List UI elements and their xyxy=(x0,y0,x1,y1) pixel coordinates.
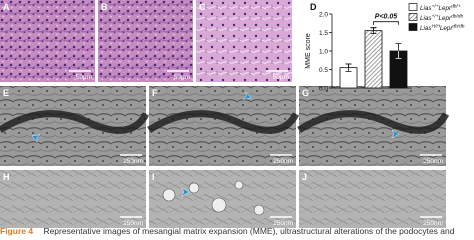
scale-bar-label: 250nm xyxy=(123,158,143,165)
micrograph xyxy=(299,86,446,166)
caption: Figure 4 Representative images of mesang… xyxy=(0,226,455,236)
caption-text: Representative images of mesangial matri… xyxy=(43,226,454,236)
panel-label: J xyxy=(302,172,307,182)
y-tick-label: 2.0 xyxy=(319,11,328,18)
significance-label: P<0.05 xyxy=(375,14,397,21)
membrane xyxy=(297,110,450,134)
legend-superscript: db/+ xyxy=(451,4,461,10)
panel-label: D xyxy=(310,2,317,12)
panel-label: I xyxy=(152,172,155,182)
vesicle xyxy=(188,182,200,194)
scale-bar-label: 50μm xyxy=(76,74,92,81)
scale-bar-label: 50μm xyxy=(174,74,190,81)
y-tick-label: 0.5 xyxy=(319,67,328,74)
legend-swatch xyxy=(408,3,418,11)
micrograph xyxy=(0,86,146,166)
legend-superscript: db/db xyxy=(452,24,464,30)
scale-bar-label: 250nm xyxy=(423,220,443,227)
scale-bar-label: 250nm xyxy=(123,220,143,227)
panel-label: F xyxy=(152,88,158,98)
arrow xyxy=(391,129,400,139)
legend-superscript: +/+ xyxy=(432,14,439,20)
significance-bracket xyxy=(373,21,399,25)
scale-bar-label: 250nm xyxy=(423,158,443,165)
legend-text: Lias xyxy=(420,5,432,12)
membrane xyxy=(0,110,150,134)
error-cap xyxy=(370,27,377,31)
micrograph xyxy=(0,0,95,82)
vesicle xyxy=(211,197,227,213)
micrograph xyxy=(196,0,292,82)
legend-entry: Lias+/+Leprdb/db xyxy=(420,14,463,23)
panel-label: E xyxy=(3,88,9,98)
legend-text: Lias xyxy=(420,15,432,22)
legend-entry: LiasH/HLeprdb/db xyxy=(420,24,465,33)
panels: A 50μm B 50μm C 50μm E 250nm F 250nm G 250nm H 250nm I… xyxy=(0,0,450,228)
panel-label: C xyxy=(199,2,206,12)
legend-text: Lias xyxy=(420,25,432,32)
y-tick-label: 0.0 xyxy=(319,85,328,92)
legend-superscript: +/+ xyxy=(432,4,439,10)
membrane xyxy=(147,110,300,134)
vesicle xyxy=(234,180,244,190)
arrow xyxy=(31,134,41,143)
micrograph xyxy=(299,170,446,228)
bar xyxy=(364,30,383,89)
y-tick-label: 1.0 xyxy=(319,48,328,55)
error-cap xyxy=(345,63,352,68)
panel-label: H xyxy=(3,172,10,182)
scale-bar-label: 50μm xyxy=(273,74,289,81)
scale-bar-label: 250nm xyxy=(273,158,293,165)
arrow xyxy=(181,187,190,197)
vesicle xyxy=(162,188,176,202)
legend-text: Lepr xyxy=(439,15,453,22)
caption-label: Figure 4 xyxy=(0,226,33,236)
legend-superscript: db/db xyxy=(451,14,463,20)
error-cap xyxy=(395,43,402,51)
panel-label: G xyxy=(302,88,309,98)
legend-entry: Lias+/+Leprdb/+ xyxy=(420,4,461,13)
micrograph xyxy=(0,170,146,228)
panel-label: B xyxy=(101,2,108,12)
micrograph xyxy=(149,86,296,166)
legend-text: Lepr xyxy=(440,25,454,32)
legend-superscript: H/H xyxy=(432,24,441,30)
panel-label: A xyxy=(3,2,10,12)
arrow xyxy=(242,91,252,100)
micrograph xyxy=(98,0,193,82)
legend-swatch xyxy=(408,13,418,21)
y-axis-label: MME score xyxy=(305,33,312,69)
legend-swatch xyxy=(408,23,418,31)
scale-bar-label: 250nm xyxy=(273,220,293,227)
legend-text: Lepr xyxy=(439,5,453,12)
vesicle xyxy=(253,204,265,216)
y-tick-label: 1.5 xyxy=(319,30,328,37)
